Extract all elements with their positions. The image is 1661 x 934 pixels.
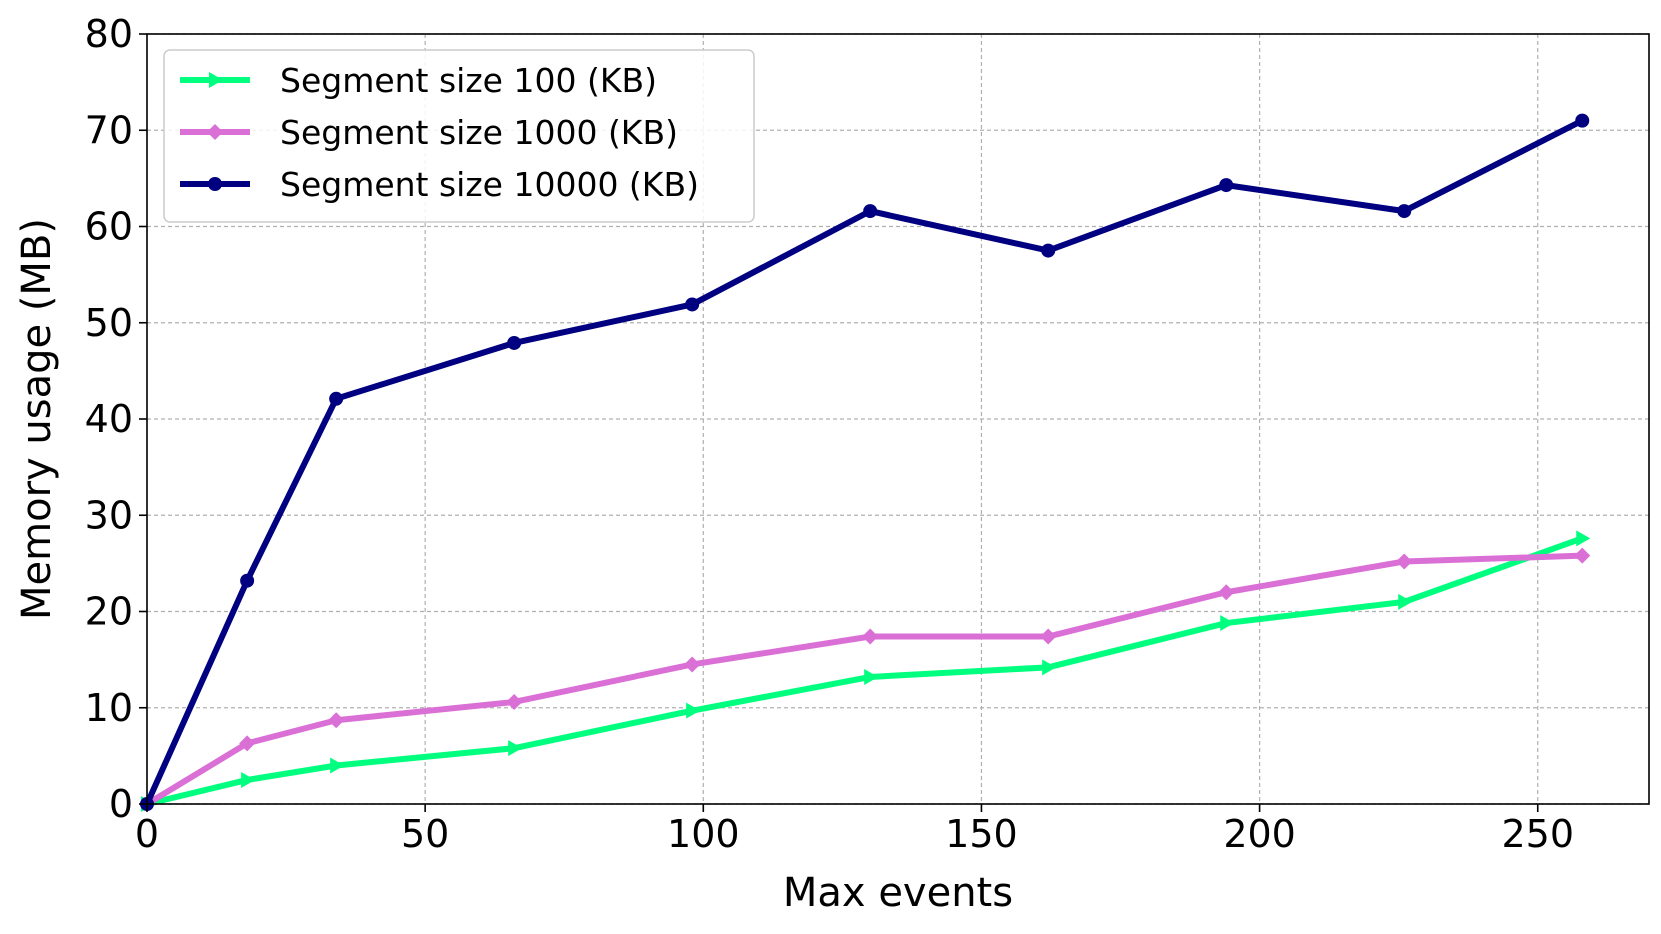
data-point <box>1220 615 1235 632</box>
data-point <box>508 740 523 757</box>
legend-swatch-marker <box>209 72 223 88</box>
series-1 <box>141 530 1591 812</box>
data-point <box>1575 113 1590 128</box>
data-point <box>686 702 701 719</box>
data-point <box>1042 659 1057 676</box>
x-tick-label: 150 <box>945 812 1018 856</box>
x-tick-label: 200 <box>1223 812 1296 856</box>
data-point <box>1218 584 1235 601</box>
data-point <box>685 297 700 312</box>
legend-label: Segment size 100 (KB) <box>280 61 657 100</box>
y-tick-label: 40 <box>85 397 133 441</box>
data-point <box>863 204 878 219</box>
legend-label: Segment size 10000 (KB) <box>280 165 699 204</box>
series-2 <box>139 547 1591 812</box>
series-3 <box>140 113 1590 811</box>
data-point <box>329 391 344 406</box>
x-tick-label: 250 <box>1501 812 1574 856</box>
x-tick-label: 100 <box>667 812 740 856</box>
data-point <box>240 573 255 588</box>
series-line <box>144 117 1586 807</box>
data-point <box>864 668 879 685</box>
data-point <box>239 735 256 752</box>
data-point <box>1041 243 1056 258</box>
x-tick-label: 0 <box>135 812 159 856</box>
data-point <box>328 712 345 729</box>
x-axis-label: Max events <box>783 870 1013 916</box>
y-tick-label: 10 <box>85 686 133 730</box>
data-point <box>1576 530 1591 547</box>
data-point <box>1396 553 1413 570</box>
data-point <box>1398 593 1413 610</box>
y-tick-label: 50 <box>85 301 133 345</box>
series-line <box>144 552 1586 807</box>
series-line <box>144 535 1586 807</box>
legend-swatch-marker <box>207 124 223 140</box>
data-point <box>1397 204 1412 219</box>
data-point <box>1219 178 1234 193</box>
y-tick-label: 20 <box>85 590 133 634</box>
y-tick-label: 0 <box>109 782 133 826</box>
data-point <box>241 771 256 788</box>
data-point <box>862 628 879 645</box>
axis-ticks: 0 50 100 150 200 250 0 10 20 30 40 50 60 70 80 <box>85 12 1574 856</box>
legend-swatch-marker <box>208 177 222 191</box>
data-point <box>507 335 522 350</box>
x-tick-label: 50 <box>401 812 449 856</box>
legend-box <box>163 49 755 223</box>
y-axis-label: Memory usage (MB) <box>14 218 60 620</box>
data-point <box>1574 547 1591 564</box>
data-point <box>506 693 523 710</box>
data-point <box>684 656 701 673</box>
y-tick-label: 80 <box>85 12 133 56</box>
data-point <box>1040 628 1057 645</box>
y-tick-label: 30 <box>85 493 133 537</box>
data-point <box>330 757 345 774</box>
y-tick-label: 70 <box>85 108 133 152</box>
series-layer <box>139 113 1591 812</box>
y-tick-label: 60 <box>85 205 133 249</box>
legend-label: Segment size 1000 (KB) <box>280 113 678 152</box>
legend: Segment size 100 (KB) Segment size 1000 (… <box>163 49 755 223</box>
